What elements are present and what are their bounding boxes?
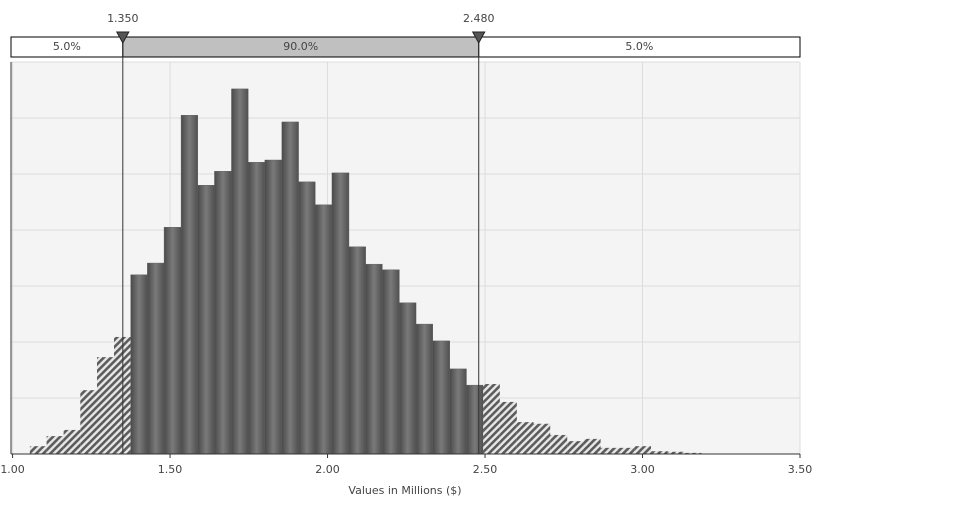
bar [298, 181, 316, 455]
x-tick-label: 2.50 [473, 463, 498, 476]
bar [348, 246, 366, 455]
bar [365, 263, 383, 455]
bar [315, 204, 333, 455]
bar [483, 384, 500, 454]
bar [516, 422, 534, 454]
band-label: 5.0% [53, 40, 81, 53]
bar [264, 159, 283, 455]
bar [96, 357, 114, 454]
band-label: 5.0% [625, 40, 653, 53]
bar [29, 446, 47, 454]
bar [432, 340, 450, 455]
bar [399, 302, 417, 455]
bar [449, 368, 467, 455]
bar [231, 88, 249, 455]
delimiter-handle[interactable] [115, 31, 130, 45]
bar [197, 184, 215, 455]
x-tick-label: 1.00 [0, 463, 25, 476]
x-tick-label: 1.50 [158, 463, 183, 476]
bar [583, 438, 601, 454]
bar [214, 170, 232, 455]
bar [550, 434, 568, 454]
bar [466, 384, 484, 455]
bar [180, 114, 198, 455]
x-tick-label: 3.50 [788, 463, 813, 476]
band-label: 90.0% [283, 40, 318, 53]
bar [617, 447, 635, 454]
delimiter-label: 1.350 [107, 12, 139, 25]
bar [63, 429, 81, 454]
bar [163, 226, 182, 455]
bar [382, 269, 400, 455]
bar [600, 447, 618, 454]
bar [667, 451, 685, 454]
x-tick-label: 2.00 [315, 463, 340, 476]
x-tick-label: 3.00 [630, 463, 655, 476]
bar [247, 162, 266, 455]
bar [415, 323, 433, 455]
bar [80, 390, 97, 454]
bar [533, 423, 551, 454]
delimiter-label: 2.480 [463, 12, 495, 25]
bar [634, 446, 652, 454]
bar [651, 451, 668, 454]
bar [567, 441, 584, 454]
x-axis-label: Values in Millions ($) [348, 484, 461, 497]
bar [331, 172, 350, 455]
bar [281, 121, 299, 455]
bar [499, 401, 517, 454]
bar [147, 262, 165, 455]
delimiter-handle[interactable] [471, 31, 486, 45]
bar [46, 436, 64, 454]
bar [684, 452, 702, 454]
bar [130, 274, 148, 455]
